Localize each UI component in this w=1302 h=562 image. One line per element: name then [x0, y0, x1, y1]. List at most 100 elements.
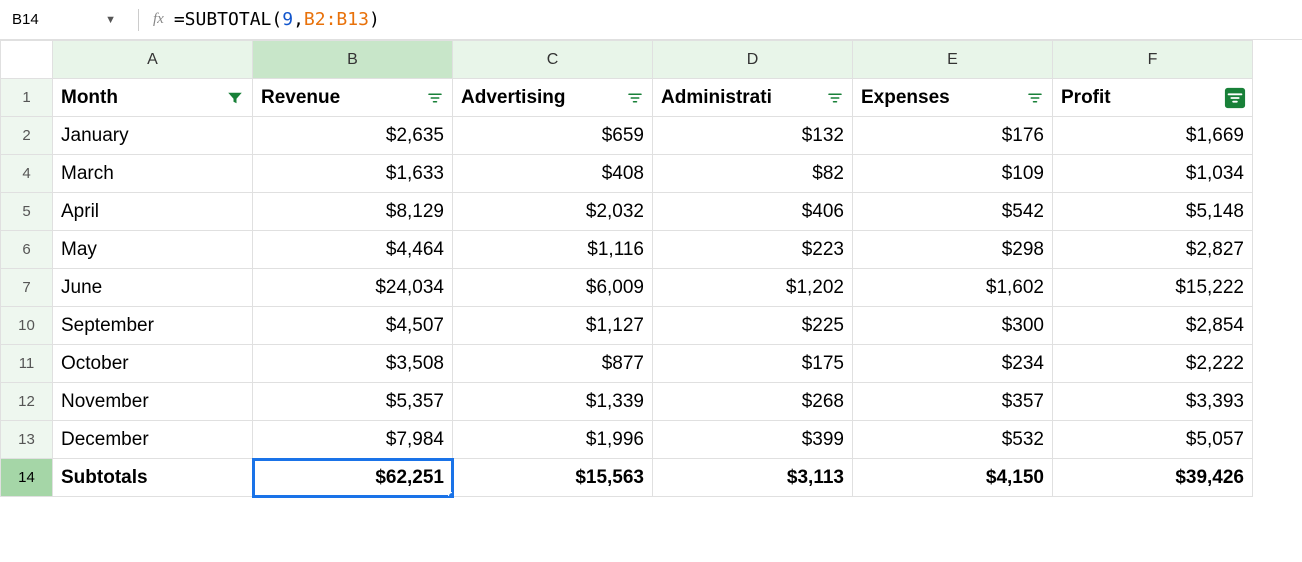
col-advertising-label: Advertising: [461, 87, 566, 108]
col-profit-filter-icon[interactable]: [1224, 87, 1246, 109]
cell-month[interactable]: September: [53, 307, 253, 345]
subtotal-value-cell[interactable]: $3,113: [653, 459, 853, 497]
table-row: 4March$1,633$408$82$109$1,034: [1, 155, 1253, 193]
row-header-10[interactable]: 10: [1, 307, 53, 345]
cell-value[interactable]: $1,034: [1053, 155, 1253, 193]
cell-value[interactable]: $223: [653, 231, 853, 269]
cell-value[interactable]: $3,508: [253, 345, 453, 383]
row-header-1[interactable]: 1: [1, 79, 53, 117]
col-expenses-header[interactable]: Expenses: [853, 79, 1053, 117]
select-all-corner[interactable]: [1, 41, 53, 79]
cell-month[interactable]: June: [53, 269, 253, 307]
cell-value[interactable]: $542: [853, 193, 1053, 231]
subtotal-value-cell[interactable]: $4,150: [853, 459, 1053, 497]
cell-value[interactable]: $300: [853, 307, 1053, 345]
subtotal-label-cell[interactable]: Subtotals: [53, 459, 253, 497]
cell-value[interactable]: $1,127: [453, 307, 653, 345]
cell-value[interactable]: $1,202: [653, 269, 853, 307]
column-header-B[interactable]: B: [253, 41, 453, 79]
cell-value[interactable]: $1,602: [853, 269, 1053, 307]
col-month-header[interactable]: Month: [53, 79, 253, 117]
column-header-E[interactable]: E: [853, 41, 1053, 79]
cell-value[interactable]: $4,507: [253, 307, 453, 345]
subtotal-value-cell[interactable]: $39,426: [1053, 459, 1253, 497]
cell-value[interactable]: $1,996: [453, 421, 653, 459]
col-advertising-header[interactable]: Advertising: [453, 79, 653, 117]
cell-value[interactable]: $4,464: [253, 231, 453, 269]
table-row: 6May$4,464$1,116$223$298$2,827: [1, 231, 1253, 269]
column-header-D[interactable]: D: [653, 41, 853, 79]
cell-value[interactable]: $5,148: [1053, 193, 1253, 231]
cell-value[interactable]: $24,034: [253, 269, 453, 307]
row-header-11[interactable]: 11: [1, 345, 53, 383]
cell-value[interactable]: $7,984: [253, 421, 453, 459]
selection-handle[interactable]: [448, 492, 453, 497]
cell-value[interactable]: $357: [853, 383, 1053, 421]
row-header-12[interactable]: 12: [1, 383, 53, 421]
column-header-F[interactable]: F: [1053, 41, 1253, 79]
row-header-14[interactable]: 14: [1, 459, 53, 497]
subtotal-value-cell[interactable]: $15,563: [453, 459, 653, 497]
cell-value[interactable]: $132: [653, 117, 853, 155]
col-advertising-filter-icon[interactable]: [624, 87, 646, 109]
cell-value[interactable]: $82: [653, 155, 853, 193]
cell-value[interactable]: $298: [853, 231, 1053, 269]
name-box-dropdown-icon[interactable]: ▼: [105, 14, 116, 26]
row-header-6[interactable]: 6: [1, 231, 53, 269]
cell-value[interactable]: $5,357: [253, 383, 453, 421]
column-header-C[interactable]: C: [453, 41, 653, 79]
col-revenue-filter-icon[interactable]: [424, 87, 446, 109]
cell-value[interactable]: $659: [453, 117, 653, 155]
cell-value[interactable]: $1,116: [453, 231, 653, 269]
column-header-A[interactable]: A: [53, 41, 253, 79]
col-revenue-header[interactable]: Revenue: [253, 79, 453, 117]
formula-input[interactable]: = SUBTOTAL ( 9 , B2:B13 ): [174, 9, 380, 30]
cell-value[interactable]: $406: [653, 193, 853, 231]
cell-value[interactable]: $234: [853, 345, 1053, 383]
row-header-4[interactable]: 4: [1, 155, 53, 193]
cell-month[interactable]: November: [53, 383, 253, 421]
col-admin-filter-icon[interactable]: [824, 87, 846, 109]
col-profit-header[interactable]: Profit: [1053, 79, 1253, 117]
cell-month[interactable]: October: [53, 345, 253, 383]
cell-value[interactable]: $1,633: [253, 155, 453, 193]
cell-value[interactable]: $2,854: [1053, 307, 1253, 345]
name-box[interactable]: B14 ▼: [4, 7, 124, 32]
cell-value[interactable]: $5,057: [1053, 421, 1253, 459]
cell-value[interactable]: $8,129: [253, 193, 453, 231]
cell-value[interactable]: $225: [653, 307, 853, 345]
col-admin-header[interactable]: Administrati: [653, 79, 853, 117]
cell-value[interactable]: $175: [653, 345, 853, 383]
cell-value[interactable]: $399: [653, 421, 853, 459]
cell-value[interactable]: $2,635: [253, 117, 453, 155]
row-header-2[interactable]: 2: [1, 117, 53, 155]
row-header-7[interactable]: 7: [1, 269, 53, 307]
cell-value[interactable]: $109: [853, 155, 1053, 193]
cell-value[interactable]: $877: [453, 345, 653, 383]
formula-fn: SUBTOTAL: [185, 9, 272, 30]
row-header-5[interactable]: 5: [1, 193, 53, 231]
cell-month[interactable]: May: [53, 231, 253, 269]
cell-value[interactable]: $532: [853, 421, 1053, 459]
subtotal-value-cell[interactable]: $62,251: [253, 459, 453, 497]
cell-value[interactable]: $176: [853, 117, 1053, 155]
cell-value[interactable]: $1,669: [1053, 117, 1253, 155]
cell-value[interactable]: $268: [653, 383, 853, 421]
col-month-filter-icon[interactable]: [224, 87, 246, 109]
cell-month[interactable]: December: [53, 421, 253, 459]
cell-month[interactable]: January: [53, 117, 253, 155]
cell-month[interactable]: April: [53, 193, 253, 231]
col-expenses-filter-icon[interactable]: [1024, 87, 1046, 109]
row-header-13[interactable]: 13: [1, 421, 53, 459]
formula-close: ): [369, 9, 380, 30]
cell-value[interactable]: $1,339: [453, 383, 653, 421]
cell-value[interactable]: $6,009: [453, 269, 653, 307]
cell-month[interactable]: March: [53, 155, 253, 193]
cell-value[interactable]: $2,032: [453, 193, 653, 231]
cell-value[interactable]: $2,222: [1053, 345, 1253, 383]
cell-value[interactable]: $15,222: [1053, 269, 1253, 307]
table-row: 10September$4,507$1,127$225$300$2,854: [1, 307, 1253, 345]
cell-value[interactable]: $408: [453, 155, 653, 193]
cell-value[interactable]: $2,827: [1053, 231, 1253, 269]
cell-value[interactable]: $3,393: [1053, 383, 1253, 421]
